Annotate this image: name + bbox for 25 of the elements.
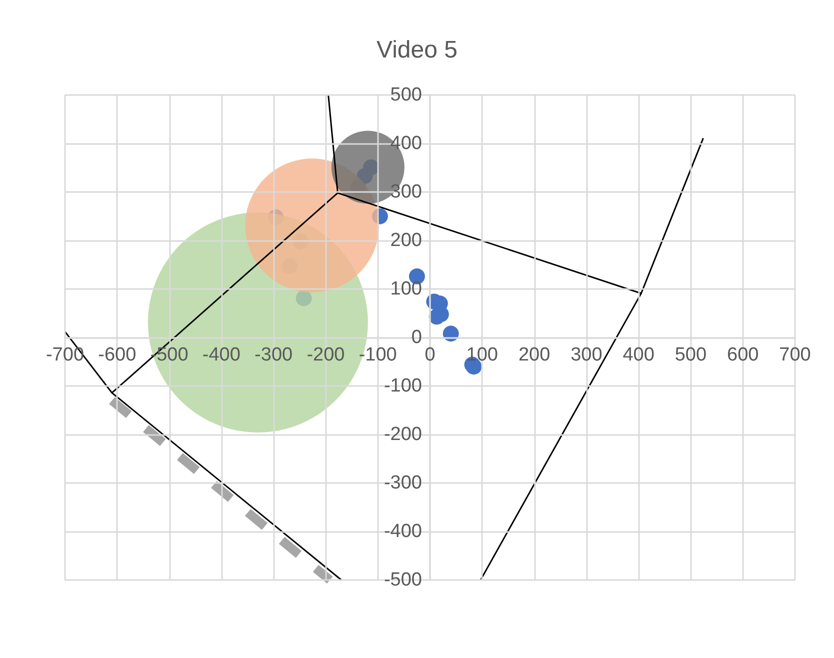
y-tick-label: 400 [390,133,422,154]
y-tick-label: -100 [384,376,422,396]
x-tick-label: -400 [202,344,240,366]
y-tick-label: 500 [390,84,422,106]
x-tick-label: -100 [358,344,397,366]
y-tick-label: -400 [384,521,422,542]
x-tick-label: 100 [466,344,498,366]
y-tick-label: 100 [390,278,422,300]
y-tick-label: 200 [390,230,422,251]
x-tick-label: 300 [570,344,602,366]
x-tick-label: 700 [779,344,811,366]
y-tick-label: -200 [384,424,422,445]
x-tick-label: 600 [727,344,759,366]
y-tick-label: 0 [411,327,422,348]
x-tick-label: 0 [424,344,436,366]
x-tick-label: 400 [622,344,654,366]
x-tick-label: 500 [674,344,707,366]
x-tick-label: -200 [306,344,345,366]
y-tick-label: -500 [384,570,422,590]
y-tick-label: -300 [384,472,422,494]
chart-title: Video 5 [376,36,458,64]
x-tick-label: 200 [518,344,550,366]
x-tick-label: -300 [254,344,293,366]
x-tick-label: -600 [98,344,136,366]
x-tick-label: -700 [46,344,84,366]
